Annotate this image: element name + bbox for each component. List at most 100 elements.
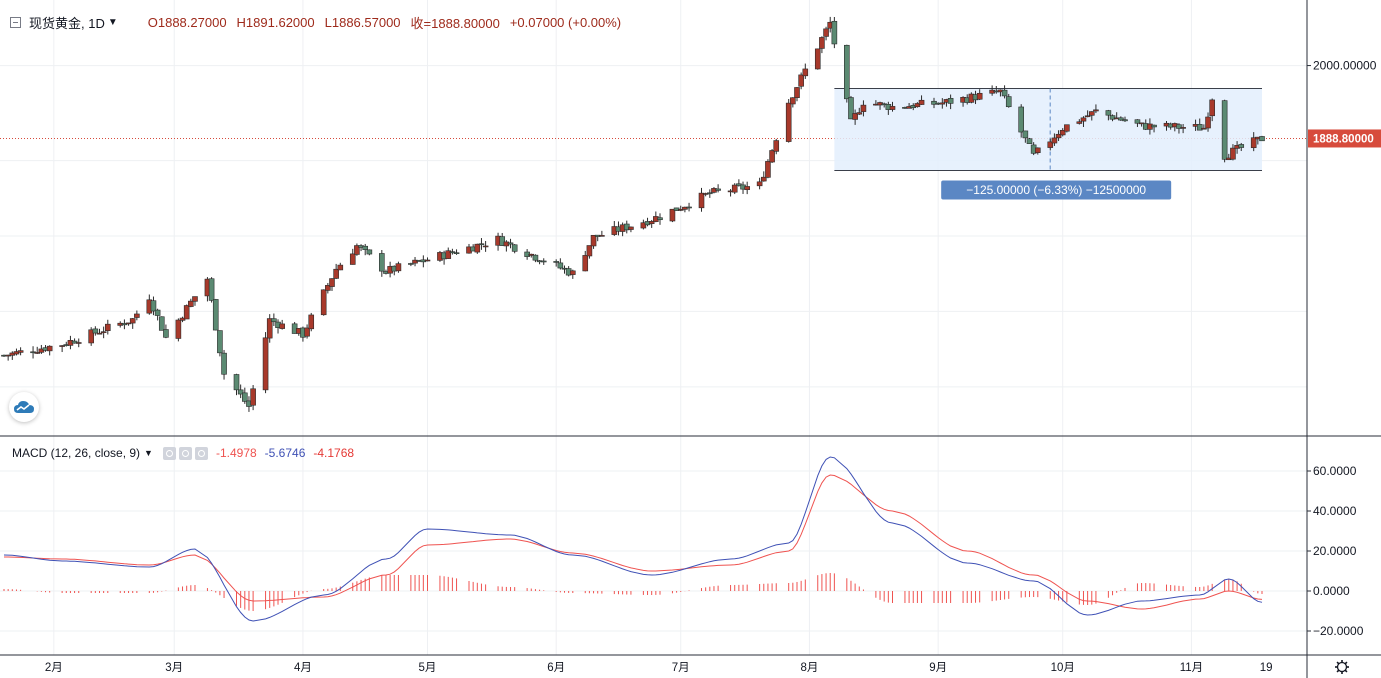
candle-body (175, 319, 182, 339)
macd-lines (3, 456, 1263, 622)
time-axis-label: 10月 (1051, 662, 1075, 674)
candle-body (349, 253, 356, 265)
candle-body (1084, 115, 1091, 118)
close-value: 收=1888.80000 (410, 15, 500, 31)
candle-body (744, 186, 750, 190)
candle-body (212, 299, 219, 331)
collapse-icon[interactable] (10, 16, 21, 28)
candle-body (92, 328, 99, 334)
candle-body (271, 318, 277, 323)
time-axis-label: 5月 (419, 662, 437, 674)
symbol-title[interactable]: 现货黄金, 1D (29, 15, 105, 31)
candle-body (819, 37, 825, 49)
candle-body (71, 340, 78, 344)
candle-body (192, 296, 198, 302)
chevron-down-icon[interactable]: ▼ (107, 16, 118, 28)
candle-body (478, 243, 485, 246)
candle-body (769, 150, 775, 163)
candle-body (931, 100, 937, 105)
candle-body (13, 351, 20, 355)
candle-body (1076, 121, 1083, 124)
candle-body (1059, 129, 1066, 136)
candle-body (183, 305, 190, 320)
candle-body (75, 342, 82, 344)
candle-body (329, 278, 335, 287)
open-value: O1888.27000 (147, 14, 227, 30)
candle-body (408, 263, 414, 265)
candle-body (163, 329, 169, 338)
candle-body (333, 268, 339, 279)
macd-histogram-value: -1.4978 (215, 446, 257, 460)
candle-body (586, 245, 593, 257)
candle-body (569, 270, 576, 275)
time-axis-label: 7月 (672, 662, 690, 674)
visibility-icon[interactable] (162, 446, 176, 460)
gear-icon[interactable] (1335, 660, 1349, 674)
candle-body (823, 28, 829, 37)
range-label-text: −125.00000 (−6.33%) −12500000 (966, 183, 1146, 197)
candle-body (628, 226, 634, 230)
candle-body (686, 206, 692, 209)
candle-body (669, 208, 676, 222)
candle-body (104, 323, 111, 332)
candle-body (134, 313, 140, 318)
candle-body (1051, 137, 1058, 144)
time-axis-label: 3月 (165, 662, 183, 674)
high-value: H1891.62000 (236, 14, 315, 30)
candle-body (889, 106, 896, 110)
candle-body (1064, 124, 1070, 132)
candle-body (947, 97, 954, 104)
candle-body (154, 309, 161, 316)
candle-body (976, 92, 983, 100)
candle-body (939, 102, 946, 105)
candle-body (449, 251, 456, 254)
candle-body (1180, 127, 1186, 129)
candle-body (262, 337, 269, 391)
gear-tooth (1344, 669, 1348, 673)
low-value: L1886.57000 (324, 14, 401, 30)
candle-body (582, 255, 589, 272)
time-axis-label: 19 (1260, 662, 1273, 674)
gear-ring (1336, 661, 1348, 673)
candle-body (1209, 99, 1215, 117)
candle-body (362, 245, 369, 250)
candle-body (59, 345, 65, 347)
candle-body (790, 97, 796, 105)
candle-body (1035, 147, 1041, 153)
candle-body (1151, 124, 1157, 128)
time-axis-label: 8月 (800, 662, 818, 674)
candle-body (1005, 96, 1012, 108)
macd-axis-label: 40.0000 (1313, 504, 1357, 518)
time-axis-label: 9月 (929, 662, 947, 674)
candle-body (250, 388, 256, 406)
candle-body (320, 289, 327, 316)
range-measure-box[interactable] (834, 88, 1262, 171)
last-price-badge (1308, 129, 1381, 148)
settings-icon[interactable] (178, 446, 192, 460)
candle-body (233, 374, 240, 391)
candle-body (237, 389, 244, 395)
candle-body (1230, 147, 1236, 160)
chevron-down-icon[interactable]: ▼ (144, 448, 153, 458)
candle-body (474, 243, 481, 253)
candle-body (844, 44, 850, 100)
candle-body (698, 192, 705, 209)
candle-body (1093, 109, 1099, 112)
candle-body (1047, 141, 1054, 148)
price-axis-label: 2000.00000 (1313, 59, 1377, 73)
candle-body (765, 161, 771, 178)
candle-body (150, 300, 157, 312)
candle-body (814, 48, 821, 70)
close-icon[interactable] (194, 446, 208, 460)
tradingview-logo[interactable] (9, 392, 39, 422)
candle-body (453, 252, 460, 255)
macd-line (3, 456, 1263, 622)
candle-body (242, 392, 248, 402)
candle-body (1176, 124, 1182, 129)
candle-body (507, 242, 514, 245)
candle-body (96, 332, 103, 335)
macd-title[interactable]: MACD (12, 26, close, 9) (12, 446, 141, 460)
candle-body (304, 327, 310, 337)
candle-body (794, 87, 800, 98)
